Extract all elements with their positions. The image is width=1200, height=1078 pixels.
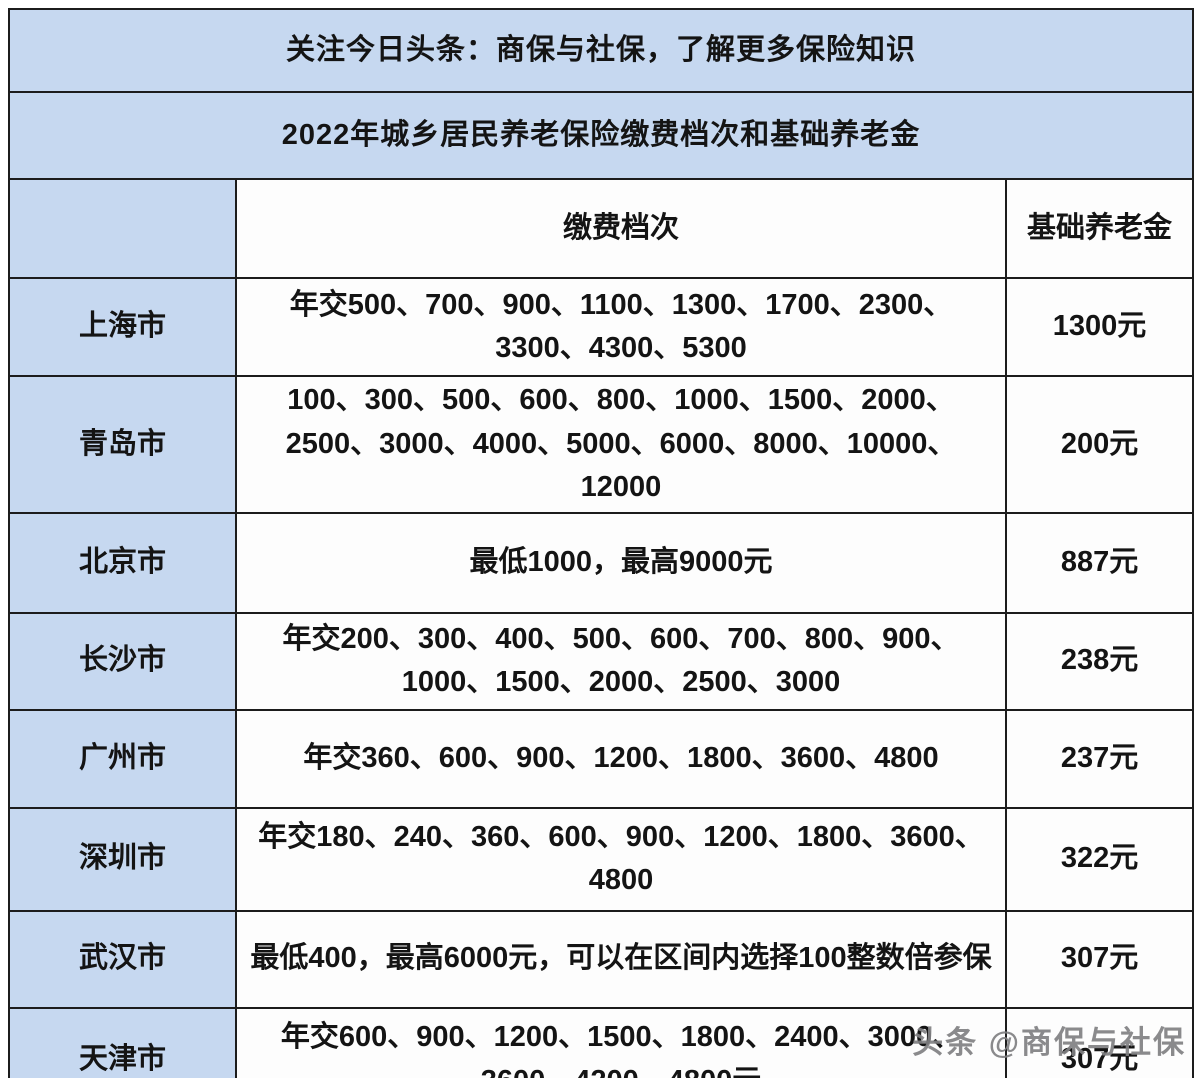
- city-cell: 上海市: [8, 277, 237, 377]
- column-header-pension: 基础养老金: [1004, 178, 1195, 279]
- city-cell: 北京市: [8, 511, 237, 614]
- tiers-cell: 年交500、700、900、1100、1300、1700、2300、3300、4…: [235, 277, 1007, 377]
- pension-cell: 887元: [1004, 511, 1195, 614]
- pension-cell: 200元: [1004, 375, 1195, 514]
- table-row: 深圳市 年交180、240、360、600、900、1200、1800、3600…: [8, 806, 1195, 912]
- pension-cell: 322元: [1004, 806, 1195, 912]
- tiers-cell: 年交180、240、360、600、900、1200、1800、3600、480…: [235, 806, 1007, 912]
- tiers-cell: 100、300、500、600、800、1000、1500、2000、2500、…: [235, 375, 1007, 514]
- city-cell: 长沙市: [8, 611, 237, 711]
- tiers-cell: 年交600、900、1200、1500、1800、2400、3000、3600、…: [235, 1006, 1007, 1078]
- tiers-cell: 年交200、300、400、500、600、700、800、900、1000、1…: [235, 611, 1007, 711]
- tiers-cell: 年交360、600、900、1200、1800、3600、4800: [235, 708, 1007, 809]
- city-cell: 广州市: [8, 708, 237, 809]
- pension-cell: 307元: [1004, 909, 1195, 1009]
- pension-cell: 1300元: [1004, 277, 1195, 377]
- tiers-cell: 最低400，最高6000元，可以在区间内选择100整数倍参保: [235, 909, 1007, 1009]
- tiers-cell: 最低1000，最高9000元: [235, 511, 1007, 614]
- table-row: 武汉市 最低400，最高6000元，可以在区间内选择100整数倍参保 307元: [8, 909, 1195, 1009]
- city-cell: 天津市: [8, 1006, 237, 1078]
- table-row: 广州市 年交360、600、900、1200、1800、3600、4800 23…: [8, 708, 1195, 809]
- city-cell: 青岛市: [8, 375, 237, 514]
- table-row: 上海市 年交500、700、900、1100、1300、1700、2300、33…: [8, 277, 1195, 377]
- pension-table: 关注今日头条：商保与社保，了解更多保险知识 2022年城乡居民养老保险缴费档次和…: [7, 8, 1195, 1078]
- table-row: 北京市 最低1000，最高9000元 887元: [8, 511, 1195, 614]
- column-header-tiers: 缴费档次: [235, 178, 1007, 279]
- banner-text: 关注今日头条：商保与社保，了解更多保险知识: [7, 8, 1195, 93]
- city-cell: 武汉市: [8, 909, 237, 1009]
- pension-cell: 238元: [1004, 611, 1195, 711]
- table-row: 青岛市 100、300、500、600、800、1000、1500、2000、2…: [8, 375, 1195, 514]
- corner-cell: [8, 178, 237, 279]
- table-row: 天津市 年交600、900、1200、1500、1800、2400、3000、 3…: [8, 1006, 1195, 1078]
- table-title: 2022年城乡居民养老保险缴费档次和基础养老金: [7, 91, 1195, 180]
- pension-cell: 307元: [1004, 1006, 1195, 1078]
- pension-cell: 237元: [1004, 708, 1195, 809]
- table-row: 长沙市 年交200、300、400、500、600、700、800、900、10…: [8, 611, 1195, 711]
- city-cell: 深圳市: [8, 806, 237, 912]
